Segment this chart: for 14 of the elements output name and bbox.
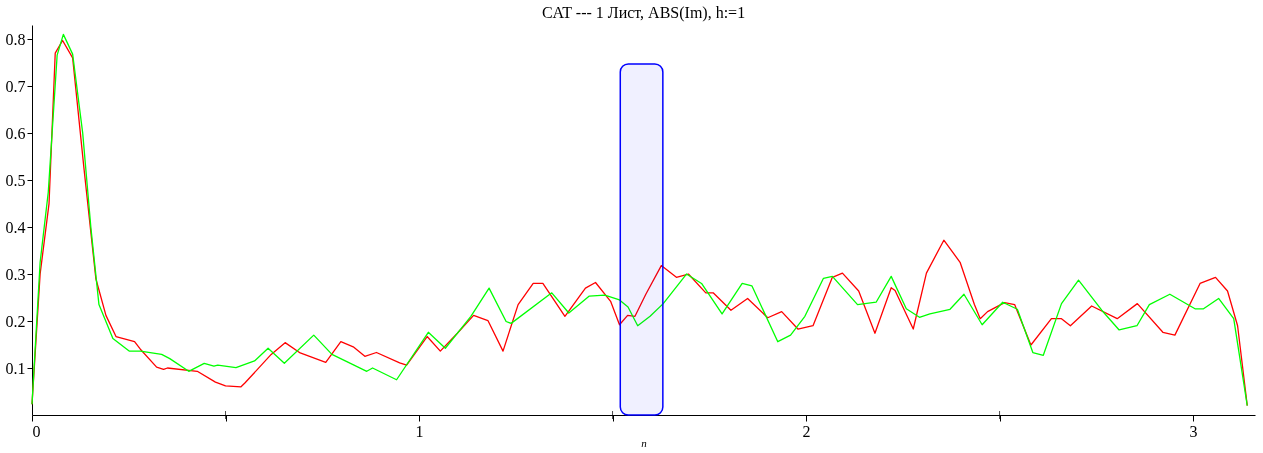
y-tick-label: 0.3: [5, 265, 26, 283]
y-tick-label: 0.6: [5, 124, 26, 142]
y-tick-label: 0.4: [5, 218, 26, 236]
y-tick-label: 0.7: [5, 77, 26, 95]
x-tick-label: 3: [1189, 422, 1198, 440]
y-tick-label: 0.2: [5, 312, 26, 330]
x-axis-title: n: [641, 436, 648, 449]
x-tick-label: 1: [415, 422, 424, 440]
y-tick-label: 0.8: [5, 30, 26, 48]
x-tick-label: 0: [32, 422, 41, 440]
y-tick-label: 0.5: [5, 171, 26, 189]
x-tick-label: 2: [802, 422, 811, 440]
y-tick-label: 0.1: [5, 359, 26, 377]
chart-title: CAT --- 1 Лист, ABS(Im), h:=1: [541, 4, 746, 22]
